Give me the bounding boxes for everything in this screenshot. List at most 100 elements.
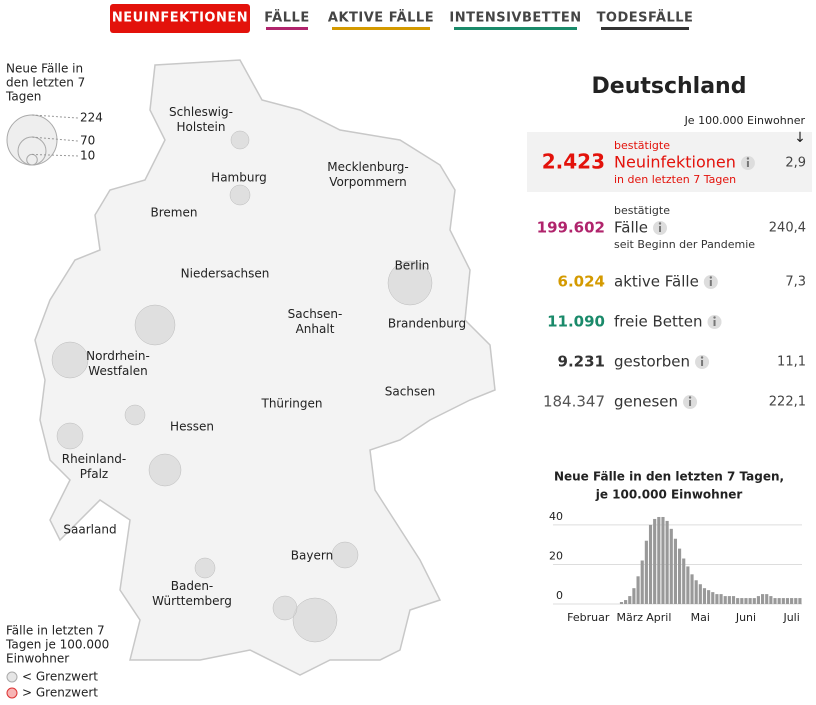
stat-pre: bestätigte [614, 139, 670, 152]
nav-tab[interactable]: AKTIVE FÄLLE [328, 10, 434, 31]
x-tick-label: April [646, 611, 671, 624]
stat-label: Neuinfektionen [614, 153, 736, 172]
state-label: Sachsen- [288, 307, 343, 321]
state-label: Bremen [151, 206, 198, 220]
state-label: Westfalen [88, 364, 147, 378]
bar [702, 588, 707, 604]
bar [678, 548, 682, 604]
nav-tab[interactable]: INTENSIVBETTEN [449, 11, 581, 31]
stat-post: in den letzten 7 Tagen [614, 173, 736, 186]
x-tick-label: Mai [691, 611, 710, 624]
info-icon[interactable] [653, 221, 668, 235]
state-label: Saarland [63, 523, 116, 537]
nav-tab[interactable]: NEUINFEKTIONEN [110, 4, 250, 33]
nav-tab[interactable]: FÄLLE [264, 10, 309, 31]
legend-below-label: < Grenzwert [22, 670, 98, 684]
stat-value: 9.231 [558, 353, 605, 371]
state-label: Anhalt [296, 322, 335, 336]
state-label: Niedersachsen [181, 267, 270, 281]
stat-per100k: 222,1 [769, 395, 806, 410]
info-icon[interactable] [740, 156, 755, 170]
info-dot [700, 356, 704, 359]
info-stem [659, 226, 662, 232]
info-dot [709, 276, 713, 279]
stat-label: aktive Fälle [614, 273, 699, 291]
x-tick-label: Juli [782, 611, 799, 624]
stat-value: 184.347 [543, 393, 605, 411]
bar [727, 596, 731, 604]
bar [777, 598, 781, 604]
map-dots [51, 130, 433, 643]
stat-value: 199.602 [537, 219, 605, 237]
map-dot [229, 184, 251, 206]
bar [644, 540, 648, 604]
nav-label[interactable]: TODESFÄLLE [597, 10, 694, 26]
map-dot [51, 341, 89, 379]
stat-post: seit Beginn der Pandemie [614, 238, 755, 251]
bar [740, 598, 744, 604]
bar [657, 516, 661, 604]
bar [723, 596, 727, 604]
bar [736, 598, 740, 604]
nav-label[interactable]: AKTIVE FÄLLE [328, 10, 434, 26]
state-label: Vorpommern [329, 175, 407, 189]
bar [636, 576, 640, 604]
info-icon[interactable] [683, 395, 698, 409]
bar [648, 524, 653, 604]
stat-label: freie Betten [614, 313, 703, 331]
stat-per100k: 7,3 [785, 275, 806, 290]
nav-tab[interactable]: TODESFÄLLE [597, 10, 694, 31]
info-dot [746, 157, 750, 160]
info-stem [701, 360, 704, 366]
map-dot [148, 453, 182, 487]
nav-underline [332, 27, 430, 30]
size-legend-title: Neue Fälle in [6, 62, 83, 76]
stat-per100k: 2,9 [785, 156, 806, 171]
bar [756, 596, 760, 604]
stat-value: 11.090 [547, 313, 605, 331]
map-dot [292, 597, 338, 643]
stat-label: gestorben [614, 353, 690, 371]
state-label: Holstein [177, 120, 226, 134]
nav-active-bg [110, 4, 250, 33]
bar [794, 598, 798, 604]
bar [715, 594, 719, 604]
state-label: Schleswig- [169, 105, 233, 119]
legend-above-label: > Grenzwert [22, 686, 98, 700]
bar [628, 596, 632, 604]
nav-label[interactable]: NEUINFEKTIONEN [112, 11, 248, 26]
info-dot [658, 222, 662, 225]
info-icon[interactable] [703, 275, 718, 289]
bar [752, 598, 756, 604]
map-dot [272, 595, 298, 621]
x-tick-label: Juni [735, 611, 756, 624]
state-label: Bayern [291, 549, 333, 563]
info-icon[interactable] [707, 315, 722, 329]
y-tick-label: 40 [549, 510, 563, 523]
bar [624, 600, 628, 604]
state-label: Württemberg [152, 594, 232, 608]
map-dot [134, 304, 176, 346]
size-legend-label: 70 [80, 134, 95, 148]
map-dot [387, 260, 433, 306]
bar [686, 566, 690, 604]
map-dot [194, 557, 216, 579]
stat-label: genesen [614, 393, 678, 411]
info-icon[interactable] [695, 355, 710, 369]
bar [765, 594, 769, 604]
color-legend-title: Fälle in letzten 7 [6, 624, 105, 638]
nav-label[interactable]: FÄLLE [264, 10, 309, 26]
nav-underline [266, 27, 308, 30]
map-dot [56, 422, 84, 450]
panel-title: Deutschland [592, 74, 747, 99]
state-label: Thüringen [260, 397, 322, 411]
bar [744, 598, 748, 604]
bar [790, 598, 794, 604]
nav-label[interactable]: INTENSIVBETTEN [449, 11, 581, 26]
stat-per100k: 11,1 [777, 355, 806, 370]
bar [785, 598, 790, 604]
map-dot [230, 130, 250, 150]
info-dot [688, 396, 692, 399]
stat-label: Fälle [614, 219, 648, 237]
